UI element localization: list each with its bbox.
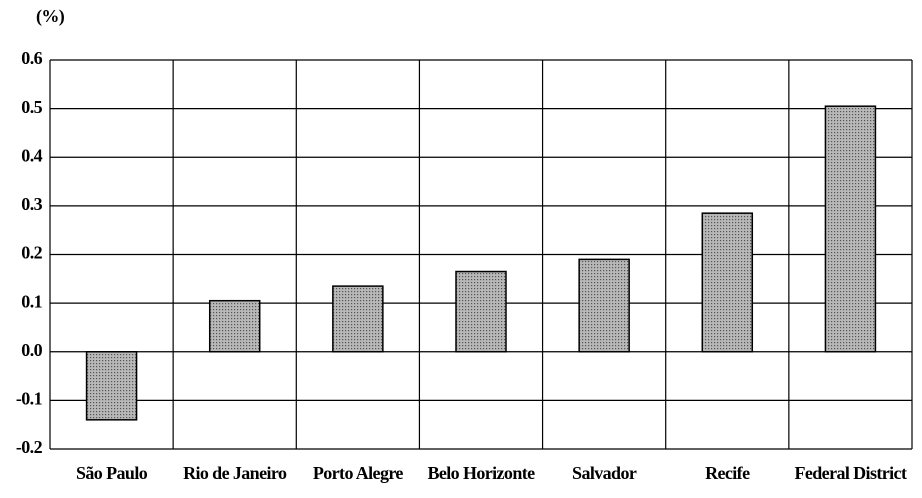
x-tick-label: Federal District [794,463,906,483]
bar [85,351,138,421]
y-tick-label: 0.0 [21,340,42,360]
x-tick-label: Porto Alegre [313,463,404,483]
y-tick-label: 0.3 [21,194,42,214]
bar [578,258,630,353]
y-tick-label: -0.1 [16,389,43,409]
y-tick-label: 0.6 [21,48,42,68]
y-tick-label: -0.2 [16,437,43,457]
bar [332,285,384,353]
bar [208,299,261,353]
x-tick-label: Belo Horizonte [427,463,535,483]
x-tick-label: Salvador [572,463,637,483]
y-tick-label: 0.1 [21,291,42,311]
y-tick-label: 0.4 [21,145,42,165]
y-axis-label: (%) [36,6,65,27]
bar [455,270,507,353]
x-tick-label: Recife [705,463,750,483]
y-tick-label: 0.2 [21,243,42,263]
y-tick-label: 0.5 [21,97,42,117]
bar [701,212,754,353]
x-tick-label: Rio de Janeiro [183,463,287,483]
bar [824,105,877,353]
x-tick-label: São Paulo [76,463,148,483]
